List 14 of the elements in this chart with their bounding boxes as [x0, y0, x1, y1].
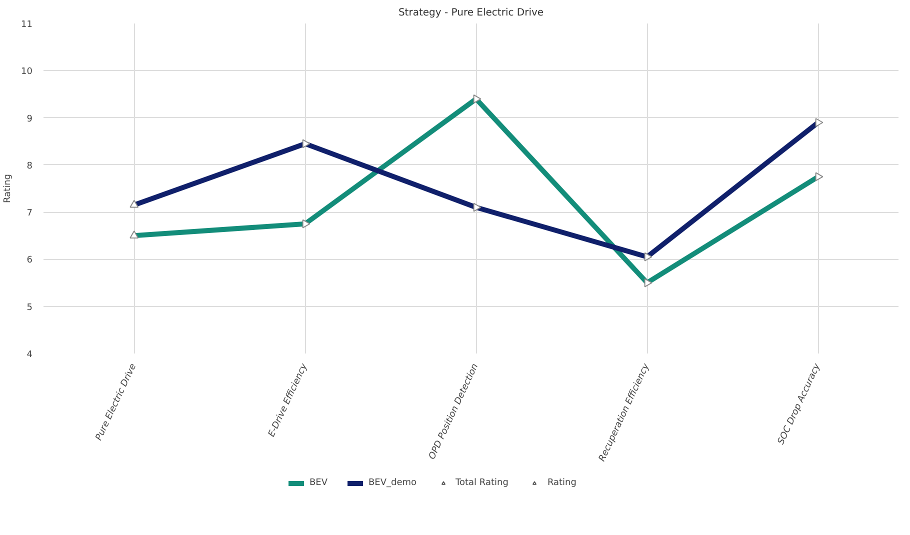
- y-tick-label: 9: [26, 114, 33, 124]
- y-tick-label: 8: [26, 161, 33, 172]
- y-tick-label: 10: [21, 67, 33, 78]
- y-tick-label: 5: [26, 302, 33, 313]
- y-tick-label: 6: [26, 256, 33, 266]
- text: Total Rating: [456, 478, 508, 488]
- y-tick-label: 11: [21, 20, 32, 30]
- text: Rating: [547, 478, 576, 488]
- chart-title: Strategy - Pure Electric Drive: [398, 8, 544, 18]
- legend-label: BEV_demo: [368, 478, 417, 488]
- y-tick-label: 7: [26, 208, 33, 219]
- y-tick-label: 4: [26, 350, 33, 360]
- y-axis-title: Rating: [3, 174, 14, 204]
- legend-label: BEV: [309, 478, 329, 488]
